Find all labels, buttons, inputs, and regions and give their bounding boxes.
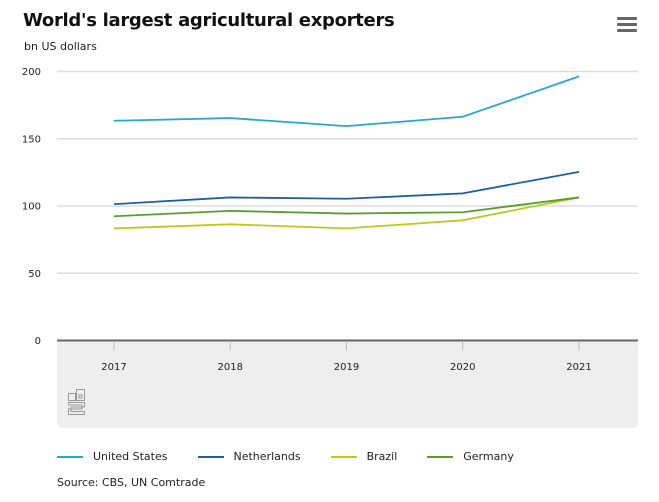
x-axis-ticks: 2017 2018 2019 2020 2021 xyxy=(101,341,592,373)
hamburger-menu-icon[interactable] xyxy=(617,17,637,35)
legend-item-netherlands[interactable]: Netherlands xyxy=(197,450,301,463)
series-lines xyxy=(113,75,580,230)
x-tick-label: 2019 xyxy=(334,362,359,373)
chart-legend: United States Netherlands Brazil Germany xyxy=(57,450,544,463)
legend-label: Netherlands xyxy=(233,450,301,463)
line-chart: 0 50 100 150 200 2017 2018 2019 2020 2021 xyxy=(22,67,638,428)
legend-label: Brazil xyxy=(366,450,398,463)
legend-item-brazil[interactable]: Brazil xyxy=(330,450,398,463)
y-axis-ticks: 0 50 100 150 200 xyxy=(22,67,41,347)
y-tick-label: 50 xyxy=(28,269,41,280)
legend-item-united-states[interactable]: United States xyxy=(57,450,168,463)
cbs-logo-icon xyxy=(68,389,85,415)
legend-item-germany[interactable]: Germany xyxy=(427,450,514,463)
x-tick-label: 2018 xyxy=(218,362,243,373)
x-tick-label: 2020 xyxy=(450,362,475,373)
gridlines xyxy=(57,70,638,274)
series-line-united-states[interactable] xyxy=(113,75,580,128)
x-axis-band xyxy=(57,340,638,428)
x-tick-label: 2021 xyxy=(566,362,591,373)
chart-title: World's largest agricultural exporters xyxy=(23,10,395,31)
y-tick-label: 100 xyxy=(22,202,41,213)
legend-swatch-netherlands xyxy=(197,455,224,458)
legend-swatch-united-states xyxy=(57,455,83,458)
x-tick-label: 2017 xyxy=(101,362,126,373)
legend-swatch-brazil xyxy=(330,455,357,458)
legend-label: United States xyxy=(93,450,168,463)
chart-subtitle: bn US dollars xyxy=(24,40,97,53)
legend-swatch-germany xyxy=(427,455,454,458)
series-line-netherlands[interactable] xyxy=(113,170,580,206)
y-tick-label: 200 xyxy=(22,67,41,78)
source-note: Source: CBS, UN Comtrade xyxy=(57,476,206,489)
y-tick-label: 150 xyxy=(22,134,41,145)
y-tick-label: 0 xyxy=(35,336,41,347)
legend-label: Germany xyxy=(463,450,514,463)
